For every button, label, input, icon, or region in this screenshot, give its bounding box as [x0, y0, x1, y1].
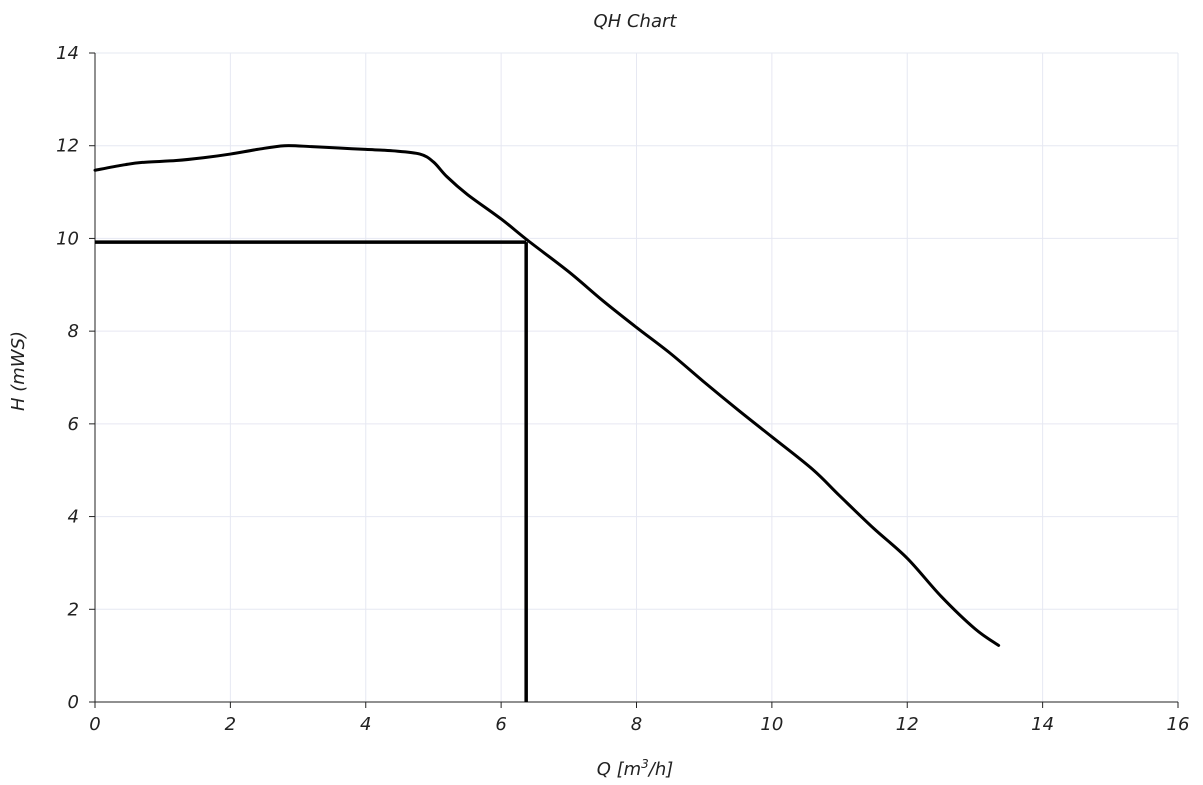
x-tick-label: 6 — [495, 714, 506, 735]
x-tick-label: 12 — [896, 714, 919, 735]
y-tick-label: 2 — [68, 599, 79, 620]
y-axis-title: H (mWS) — [8, 331, 29, 411]
y-tick-label: 8 — [68, 321, 79, 342]
y-tick-label: 12 — [56, 136, 79, 157]
x-tick-label: 2 — [225, 714, 236, 735]
y-tick-label: 6 — [68, 414, 79, 435]
y-tick-label: 14 — [56, 43, 79, 64]
qh-curve-series-0 — [93, 144, 1001, 647]
axes — [89, 52, 1179, 708]
x-tick-label: 8 — [631, 714, 642, 735]
x-tick-label: 0 — [89, 714, 100, 735]
grid — [95, 52, 1179, 702]
y-tick-label: 4 — [68, 507, 79, 528]
x-axis-title: Q [m3/h] — [597, 757, 674, 780]
tick-labels: 0 2 4 6 8 10 12 14 16 0 2 4 6 8 10 12 14 — [56, 43, 1189, 735]
x-tick-label: 14 — [1031, 714, 1054, 735]
y-tick-label: 10 — [56, 228, 79, 249]
y-tick-label: 0 — [68, 692, 79, 713]
series — [93, 144, 1001, 702]
x-tick-label: 16 — [1167, 714, 1190, 735]
x-tick-label: 4 — [360, 714, 371, 735]
chart-title: QH Chart — [594, 11, 678, 32]
x-tick-label: 10 — [760, 714, 783, 735]
